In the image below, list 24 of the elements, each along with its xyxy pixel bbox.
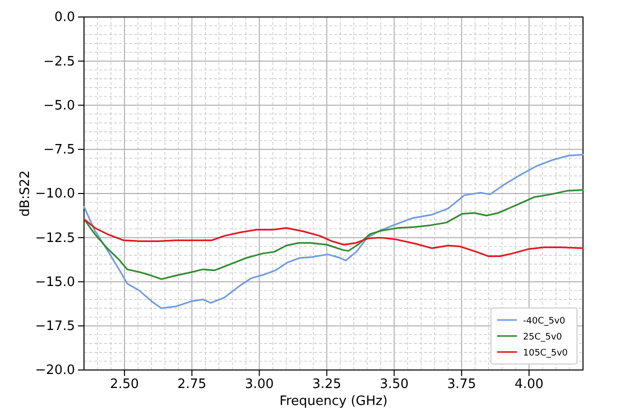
line-series	[83, 189, 584, 280]
y-tick-label: −7.5	[43, 142, 75, 158]
y-tick-label: 0.0	[54, 10, 75, 26]
y-tick-label: −10.0	[35, 186, 75, 202]
x-tick-label: 3.50	[380, 377, 409, 392]
x-tick-label: 2.50	[110, 377, 139, 392]
legend-label: 105C_5v0	[523, 348, 568, 358]
x-tick-label: 3.25	[312, 377, 342, 392]
x-tick-label: 3.00	[244, 377, 274, 392]
x-tick-label: 2.75	[177, 377, 206, 392]
y-tick-label: −2.5	[43, 54, 75, 70]
y-tick-label: −20.0	[35, 363, 75, 378]
legend-label: -40C_5v0	[523, 316, 566, 326]
y-tick-label: −17.5	[35, 319, 75, 334]
y-axis-title: dB:S22	[18, 170, 33, 217]
x-tick-label: 4.00	[514, 377, 544, 392]
x-tick-label: 3.75	[447, 377, 476, 392]
legend-label: 25C_5v0	[523, 332, 562, 342]
x-axis-title: Frequency (GHz)	[279, 394, 388, 409]
line-series	[83, 218, 584, 257]
y-tick-label: −15.0	[35, 274, 75, 290]
y-tick-label: −12.5	[35, 230, 75, 246]
y-tick-label: −5.0	[43, 98, 75, 114]
line-series	[83, 154, 584, 310]
